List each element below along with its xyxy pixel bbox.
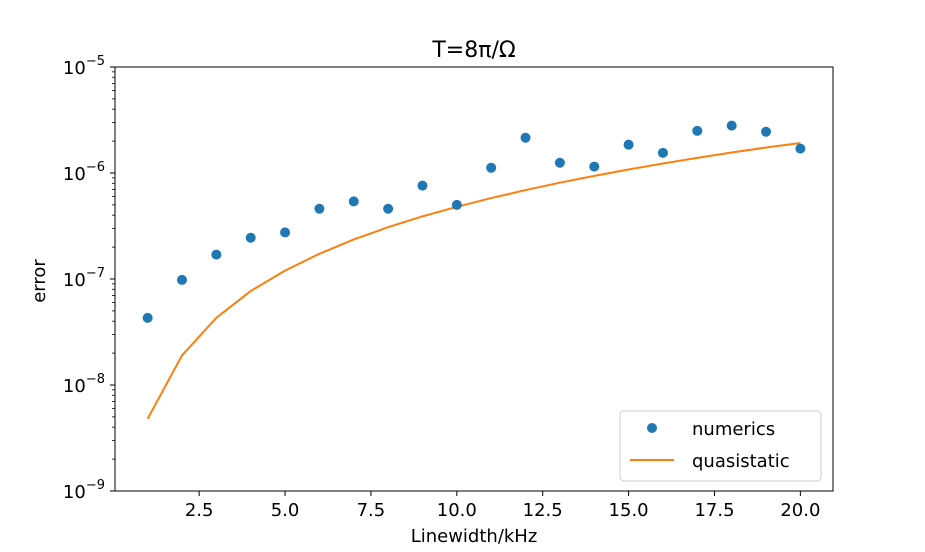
data-point-numerics xyxy=(554,157,565,168)
data-point-numerics xyxy=(348,196,359,207)
data-point-numerics xyxy=(280,227,291,238)
plot-frame xyxy=(114,66,834,492)
legend: numerics quasistatic xyxy=(619,410,822,482)
chart-title: T=8π/Ω xyxy=(431,38,515,63)
plot-area xyxy=(142,120,806,420)
x-tick-label: 7.5 xyxy=(357,500,386,521)
x-axis: 2.5 5.0 7.5 10.0 12.5 15.0 17.5 20.0 xyxy=(185,491,820,521)
x-tick-label: 10.0 xyxy=(437,500,477,521)
y-tick-label: 10−6 xyxy=(63,160,105,185)
legend-quasistatic-label: quasistatic xyxy=(692,451,790,472)
data-point-numerics xyxy=(520,132,531,143)
x-axis-label: Linewidth/kHz xyxy=(411,526,538,547)
data-point-numerics xyxy=(761,126,772,137)
legend-numerics-marker xyxy=(647,423,657,433)
y-axis-label: error xyxy=(29,259,50,303)
legend-numerics-label: numerics xyxy=(692,419,775,440)
x-tick-label: 20.0 xyxy=(780,500,820,521)
x-tick-label: 12.5 xyxy=(523,500,563,521)
data-point-numerics xyxy=(451,199,462,210)
x-tick-label: 5.0 xyxy=(271,500,300,521)
data-point-numerics xyxy=(726,120,737,131)
data-point-numerics xyxy=(486,162,497,173)
data-point-numerics xyxy=(383,203,394,214)
x-tick-label: 15.0 xyxy=(609,500,649,521)
y-axis: 10−9 10−8 10−7 10−6 10−5 xyxy=(63,54,115,503)
data-point-numerics xyxy=(314,203,325,214)
data-point-numerics xyxy=(211,249,222,260)
y-tick-label: 10−8 xyxy=(63,372,105,397)
legend-frame xyxy=(619,410,822,482)
y-tick-label: 10−9 xyxy=(63,478,105,503)
data-point-numerics xyxy=(692,125,703,136)
x-tick-label: 17.5 xyxy=(694,500,734,521)
x-tick-label: 2.5 xyxy=(185,500,214,521)
data-point-numerics xyxy=(245,232,256,243)
y-tick-label: 10−7 xyxy=(63,266,105,291)
data-point-numerics xyxy=(795,143,806,154)
data-point-numerics xyxy=(176,274,187,285)
y-tick-label: 10−5 xyxy=(63,54,105,79)
data-point-numerics xyxy=(417,180,428,191)
data-point-numerics xyxy=(589,161,600,172)
data-point-numerics xyxy=(623,139,634,150)
series-quasistatic-line xyxy=(146,141,801,420)
data-point-numerics xyxy=(657,147,668,158)
data-point-numerics xyxy=(142,312,153,323)
